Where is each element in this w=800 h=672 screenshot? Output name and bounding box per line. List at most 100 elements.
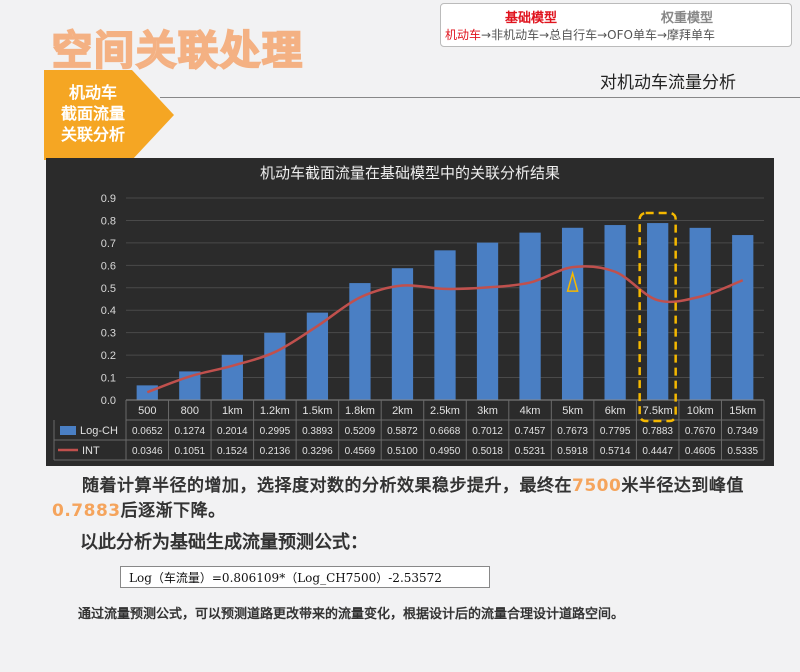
data-label: 0.7457 [515,426,546,437]
bar [476,242,499,400]
text: 随着计算半径的增加，选择度对数的分析效果稳步提升，最终在 [82,476,572,496]
data-label: 0.1051 [175,446,206,457]
bar [136,385,158,400]
bar [349,283,371,400]
badge-line: 机动车 [68,83,117,102]
bar [306,312,329,400]
data-label: 0.5918 [557,446,588,457]
section-badge: 机动车 截面流量 关联分析 [48,82,138,145]
data-label: 0.7012 [472,426,503,437]
highlight-box [638,211,677,423]
x-tick-label: 2km [392,405,413,417]
chart-container: 机动车截面流量在基础模型中的关联分析结果 0.0 0.1 0.2 0.3 0.4 0.5 0.… [46,158,774,466]
y-tick-label: 0.6 [101,260,116,272]
x-tick-label: 1.5km [302,405,332,417]
data-label: 0.4447 [642,446,673,457]
badge-line: 关联分析 [60,125,125,144]
x-tick-label: 1km [222,405,243,417]
x-tick-label: 7.5km [643,405,673,417]
data-label: 0.3893 [302,426,333,437]
bar [689,227,711,400]
series-line-int [146,265,744,394]
x-tick-label: 800 [181,405,199,417]
data-label: 0.5231 [515,446,546,457]
data-label: 0.5335 [727,446,758,457]
data-label: 0.5872 [387,426,418,437]
x-tick-label: 2.5km [430,405,460,417]
y-tick-label: 0.5 [101,283,116,295]
data-label: 0.7349 [727,426,758,437]
data-label: 0.5714 [600,446,631,457]
bar [221,354,243,400]
badge-shape [44,70,174,160]
data-label: 0.2995 [260,426,291,437]
data-label: 0.2136 [260,446,291,457]
bar [604,225,626,400]
data-label: 0.5100 [387,446,418,457]
y-tick-label: 0.3 [101,328,116,340]
y-tick-label: 0.9 [101,193,116,205]
y-tick-label: 0.0 [101,395,116,407]
conclusion-paragraph: 通过流量预测公式，可以预测道路更改带来的流量变化，根据设计后的流量合理设计道路空… [78,607,625,622]
x-tick-label: 15km [729,405,756,417]
data-label: 0.1274 [175,426,206,437]
formula-box: Log（车流量）=0.806109*（Log_CH7500）-2.53572 [120,566,490,588]
y-tick-label: 0.7 [101,238,116,250]
data-label: 0.0652 [132,426,163,437]
page-title: 空间关联处理 [51,27,304,75]
bar [647,223,669,400]
bar [561,227,584,400]
data-label: 0.5018 [472,446,503,457]
x-tick-label: 10km [687,405,714,417]
x-tick-label: 6km [605,405,626,417]
chart-svg: 机动车截面流量在基础模型中的关联分析结果 0.0 0.1 0.2 0.3 0.4 0.5 0.… [53,164,765,461]
peak-marker [566,270,579,292]
chart-title: 机动车截面流量在基础模型中的关联分析结果 [260,164,560,182]
x-tick-label: 1.8km [345,405,375,417]
data-label: 0.1524 [217,446,248,457]
data-label: 0.4569 [345,446,376,457]
bar [391,268,414,400]
badge-line: 截面流量 [60,104,125,123]
x-tick-label: 5km [562,405,583,417]
bar [732,235,754,400]
data-label: 0.7673 [557,426,588,437]
data-label: 0.7795 [600,426,631,437]
data-label: 0.5209 [345,426,376,437]
y-tick-label: 0.2 [101,350,116,362]
data-label: 0.2014 [217,426,248,437]
x-tick-label: 1.2km [260,405,290,417]
flow-rest: →非机动车→总自行车→OFO单车→摩拜单车 [481,28,716,42]
y-tick-label: 0.1 [101,373,116,385]
data-label: 0.0346 [132,446,163,457]
data-label: 0.7883 [642,426,673,437]
bar [519,232,541,400]
x-tick-label: 500 [138,405,156,417]
text: 后逐渐下降。 [120,501,226,521]
legend-swatch-log-ch [60,426,76,435]
data-label: 0.4605 [685,446,716,457]
legend-label: Log-CH [80,425,118,437]
x-tick-label: 4km [520,405,541,417]
model-nav: 基础模型 权重模型 机动车→非机动车→总自行车→OFO单车→摩拜单车 [440,3,792,47]
y-tick-label: 0.8 [101,215,116,227]
formula-intro: 以此分析为基础生成流量预测公式： [80,532,368,553]
data-label: 0.7670 [685,426,716,437]
analysis-paragraph: 随着计算半径的增加，选择度对数的分析效果稳步提升，最终在7500米半径达到峰值 0… [52,474,772,524]
bar [264,332,286,400]
bar [434,250,456,400]
flow-item-motor-vehicle[interactable]: 机动车 [445,28,482,42]
tab-basic-model[interactable]: 基础模型 [505,11,558,26]
section-subtitle: 对机动车流量分析 [600,73,736,93]
header-divider [160,97,800,98]
legend-label: INT [82,445,100,457]
vehicle-flow-breadcrumb: 机动车→非机动车→总自行车→OFO单车→摩拜单车 [445,26,715,43]
x-tick-label: 3km [477,405,498,417]
highlight-number: 0.7883 [52,501,121,521]
data-label: 0.6668 [430,426,461,437]
highlight-number: 7500 [572,476,622,496]
y-tick-label: 0.4 [101,305,116,317]
text: 米半径达到峰值 [621,476,744,496]
data-label: 0.4950 [430,446,461,457]
tab-weight-model[interactable]: 权重模型 [661,11,714,26]
